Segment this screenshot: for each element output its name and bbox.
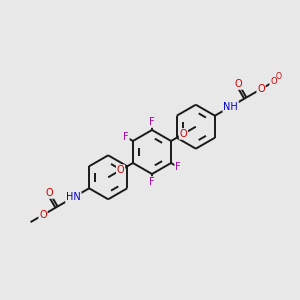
Text: HN: HN	[66, 192, 81, 203]
Text: F: F	[149, 117, 155, 127]
Text: O: O	[275, 72, 281, 81]
Text: O: O	[180, 129, 187, 139]
Text: O: O	[270, 77, 277, 86]
Text: F: F	[149, 177, 155, 187]
Text: O: O	[257, 84, 265, 94]
Text: O: O	[235, 79, 242, 89]
Text: O: O	[117, 165, 124, 175]
Text: F: F	[175, 162, 181, 172]
Text: NH: NH	[223, 102, 238, 112]
Text: O: O	[39, 210, 47, 220]
Text: O: O	[46, 188, 54, 198]
Text: F: F	[123, 132, 129, 142]
